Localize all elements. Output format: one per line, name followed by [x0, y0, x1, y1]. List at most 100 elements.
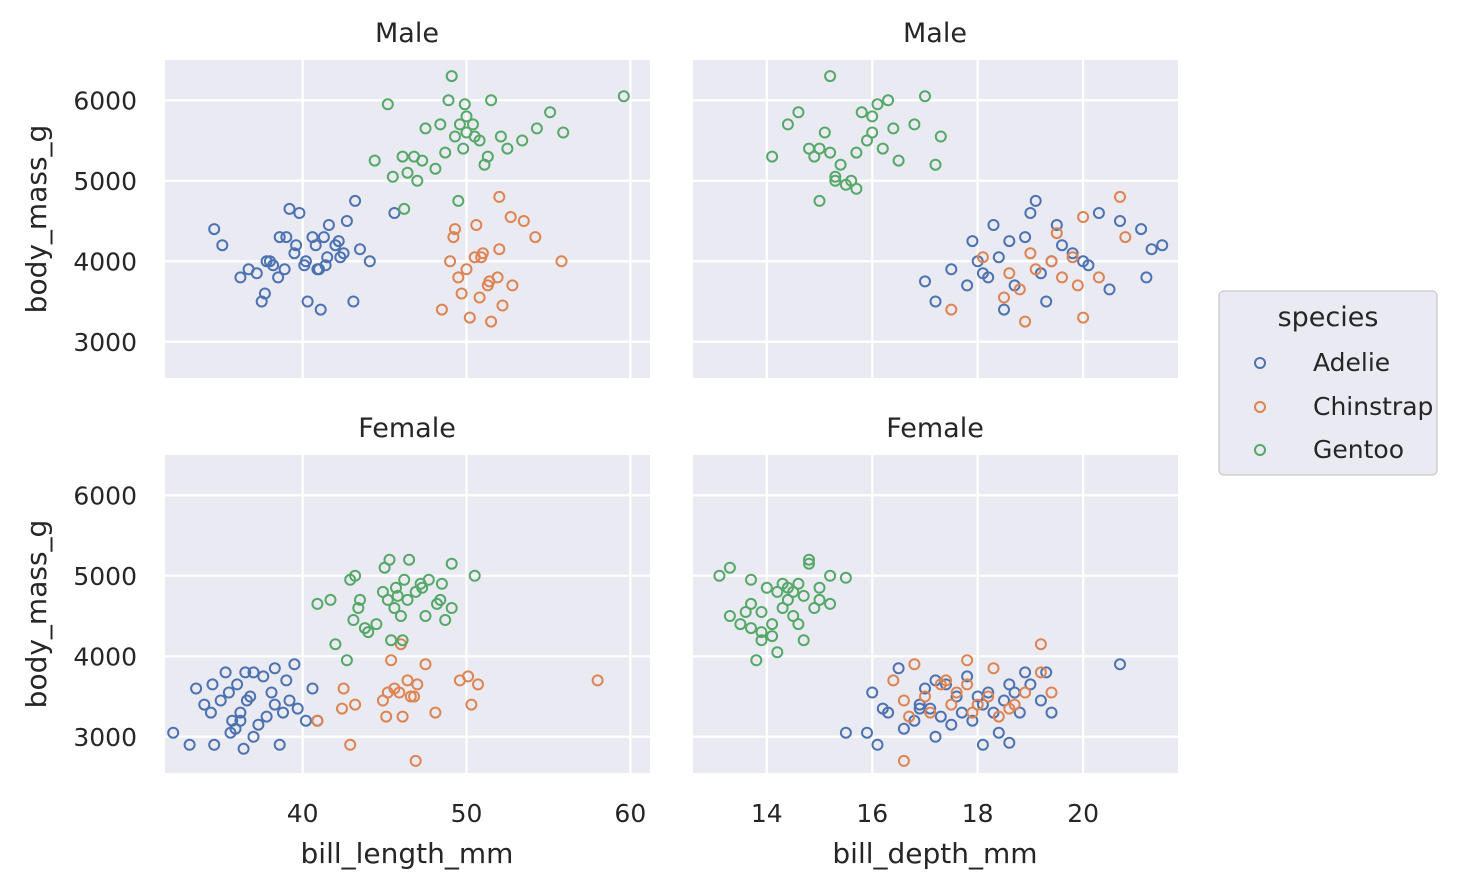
point-chinstrap: [992, 710, 1005, 723]
point-gentoo: [818, 126, 831, 139]
point-gentoo: [850, 182, 863, 195]
point-gentoo: [861, 134, 873, 147]
panel-male-bill-depth: Male: [693, 18, 1178, 378]
point-gentoo: [766, 630, 779, 643]
point-adelie: [288, 658, 301, 671]
x-tick-labels-right: 14 16 18 20: [751, 799, 1099, 828]
point-adelie: [1045, 706, 1058, 719]
point-gentoo: [792, 577, 805, 590]
point-chinstrap: [1008, 698, 1021, 711]
point-chinstrap: [435, 303, 448, 316]
point-adelie: [976, 267, 989, 280]
panel-female-bill-length: Female: [165, 413, 650, 773]
point-gentoo: [403, 553, 416, 566]
point-chinstrap: [504, 211, 517, 223]
point-chinstrap: [1045, 686, 1058, 699]
point-gentoo: [808, 150, 821, 163]
point-gentoo: [368, 154, 381, 167]
point-gentoo: [311, 597, 324, 610]
point-adelie: [1156, 239, 1169, 252]
point-chinstrap: [493, 243, 506, 256]
point-gentoo: [871, 98, 884, 111]
x-tick-label: 14: [751, 799, 783, 828]
point-gentoo: [398, 202, 411, 215]
point-chinstrap: [1119, 231, 1132, 244]
point-adelie: [340, 215, 353, 227]
point-adelie: [945, 263, 958, 276]
point-gentoo: [839, 571, 852, 584]
point-gentoo: [824, 70, 837, 83]
point-gentoo: [745, 573, 757, 586]
point-chinstrap: [897, 754, 910, 767]
point-adelie: [866, 686, 879, 699]
x-tick-label: 60: [614, 799, 646, 828]
point-adelie: [966, 714, 979, 727]
point-adelie: [208, 738, 221, 751]
y-axis-title-top: body_mass_g: [20, 125, 53, 314]
point-gentoo: [439, 146, 452, 159]
point-adelie: [1013, 706, 1026, 719]
point-gentoo: [494, 130, 507, 143]
point-adelie: [961, 279, 974, 292]
point-chinstrap: [311, 714, 324, 727]
point-adelie: [1103, 283, 1116, 296]
point-adelie: [1040, 666, 1053, 679]
point-adelie: [892, 662, 905, 675]
point-gentoo: [829, 170, 842, 183]
point-adelie: [363, 255, 376, 268]
point-gentoo: [557, 126, 570, 139]
point-adelie: [982, 686, 995, 699]
point-gentoo: [934, 130, 947, 143]
point-adelie: [268, 698, 281, 711]
point-adelie: [992, 251, 1005, 264]
point-gentoo: [908, 118, 921, 131]
point-chinstrap: [411, 678, 424, 691]
legend-label: Gentoo: [1313, 435, 1404, 464]
point-gentoo: [376, 585, 389, 598]
point-adelie: [306, 682, 319, 695]
point-gentoo: [391, 589, 404, 602]
point-gentoo: [813, 194, 826, 207]
point-gentoo: [866, 126, 879, 139]
point-chinstrap: [998, 291, 1010, 304]
point-adelie: [267, 259, 280, 272]
point-adelie: [244, 690, 257, 703]
panel-male-bill-length: Male: [165, 18, 650, 378]
point-adelie: [1003, 736, 1016, 749]
point-gentoo: [887, 122, 900, 135]
point-chinstrap: [460, 263, 473, 276]
point-adelie: [950, 690, 963, 703]
legend-label: Chinstrap: [1313, 392, 1433, 421]
point-adelie: [206, 678, 219, 691]
point-chinstrap: [517, 215, 530, 227]
point-adelie: [298, 259, 311, 272]
point-gentoo: [419, 610, 432, 622]
point-chinstrap: [483, 275, 496, 288]
point-adelie: [198, 698, 211, 711]
point-gentoo: [398, 573, 411, 586]
point-gentoo: [329, 638, 342, 651]
point-gentoo: [723, 610, 736, 622]
point-gentoo: [362, 626, 375, 639]
point-gentoo: [892, 154, 905, 167]
facet-title: Female: [358, 413, 456, 444]
legend: species Adelie Chinstrap Gentoo: [1218, 290, 1438, 476]
point-adelie: [1114, 658, 1126, 671]
y-axis-title-bottom: body_mass_g: [20, 520, 53, 709]
point-adelie: [861, 726, 873, 739]
point-chinstrap: [447, 231, 460, 244]
point-gentoo: [370, 618, 383, 631]
point-adelie: [913, 698, 926, 711]
point-gentoo: [429, 162, 442, 175]
point-gentoo: [713, 569, 726, 582]
point-adelie: [839, 726, 852, 739]
point-chinstrap: [1024, 247, 1037, 260]
facet-title: Male: [903, 18, 967, 49]
point-gentoo: [324, 593, 337, 606]
point-gentoo: [845, 174, 858, 187]
y-tick-label: 3000: [73, 328, 137, 357]
point-gentoo: [617, 90, 630, 103]
point-chinstrap: [470, 219, 483, 231]
point-adelie: [252, 718, 265, 731]
